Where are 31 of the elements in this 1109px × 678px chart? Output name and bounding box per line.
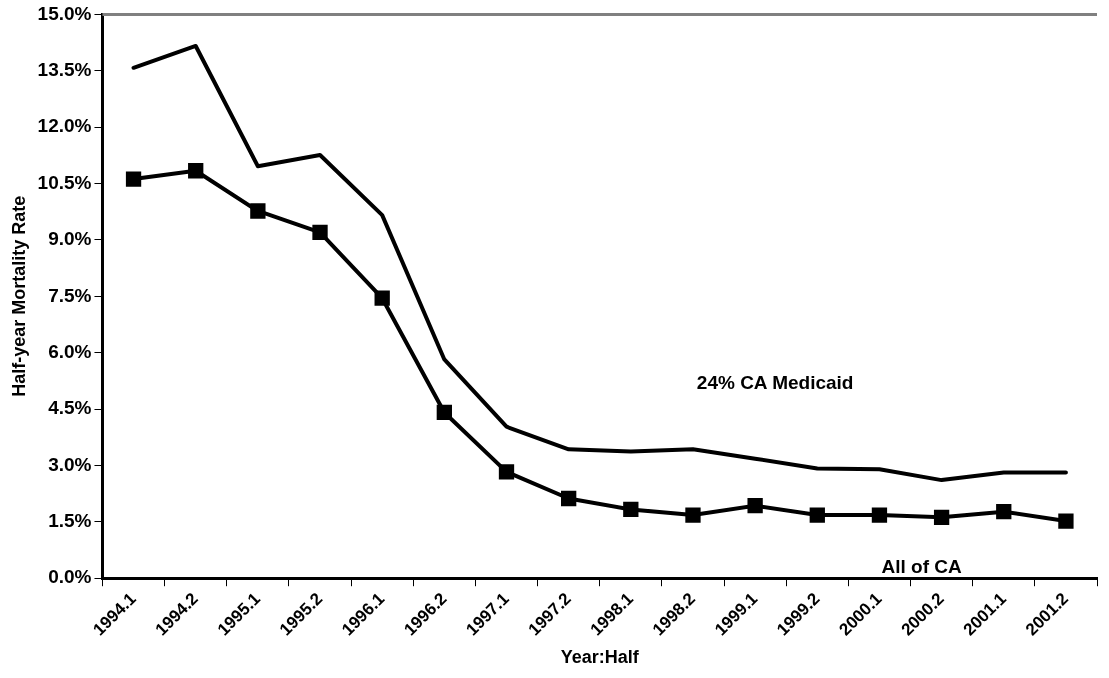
point bbox=[747, 498, 763, 514]
text: 24% CA Medicaid bbox=[696, 371, 854, 393]
point bbox=[623, 501, 639, 518]
point bbox=[125, 171, 142, 187]
y-tick-label: 13.5% bbox=[37, 59, 92, 81]
y-tick-label: 9.0% bbox=[48, 228, 92, 250]
y-axis-title: Half-year Mortality Rate bbox=[8, 195, 29, 397]
point bbox=[498, 464, 515, 480]
point bbox=[561, 490, 577, 507]
point bbox=[312, 224, 328, 241]
point bbox=[809, 507, 825, 523]
point bbox=[436, 404, 452, 421]
y-tick-label: 12.0% bbox=[37, 115, 92, 137]
series-label: All of CA bbox=[881, 555, 962, 577]
x-axis-title: Year:Half bbox=[560, 647, 640, 668]
y-tick-label: 10.5% bbox=[37, 171, 92, 193]
point bbox=[374, 290, 390, 306]
point bbox=[685, 507, 701, 523]
y-tick-label: 1.5% bbox=[48, 510, 92, 532]
point bbox=[188, 163, 204, 179]
y-tick-label: 0.0% bbox=[48, 566, 92, 588]
y-tick-label: 15.0% bbox=[37, 2, 92, 24]
y-tick-label: 4.5% bbox=[48, 397, 92, 419]
point bbox=[871, 507, 888, 523]
y-tick-label: 6.0% bbox=[48, 340, 92, 362]
point bbox=[996, 504, 1012, 520]
y-tick-label: 3.0% bbox=[48, 453, 92, 475]
y-tick-label: 7.5% bbox=[48, 284, 92, 306]
point bbox=[933, 509, 950, 525]
point bbox=[250, 203, 266, 219]
point bbox=[1058, 513, 1074, 529]
